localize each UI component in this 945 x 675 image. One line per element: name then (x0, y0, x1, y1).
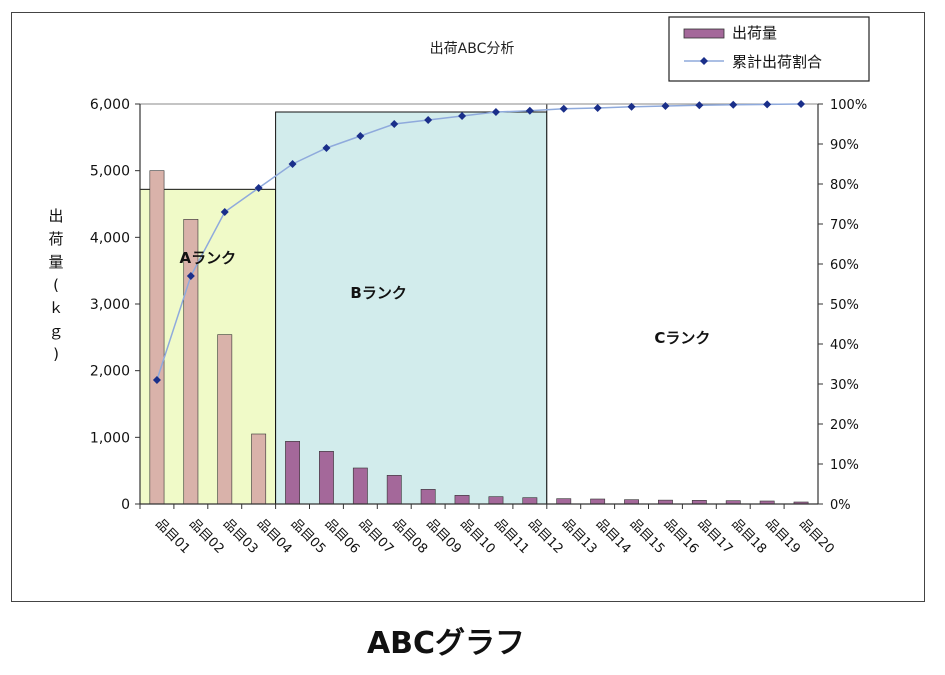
cumulative-point (288, 160, 297, 168)
y-tick-label: 4,000 (90, 230, 130, 246)
legend-line-label: 累計出荷割合 (732, 53, 822, 71)
x-tick-label: 品目04 (254, 516, 295, 557)
y2-tick-label: 100% (830, 98, 867, 113)
bar (149, 170, 165, 505)
cumulative-line-path (156, 103, 802, 381)
cumulative-point (797, 100, 806, 108)
cumulative-point (559, 104, 568, 113)
y2-tick-label: 20% (830, 418, 859, 433)
y-axis-label-char: ) (53, 345, 59, 363)
abc-chart: Aランク Bランク Cランク 0 1,000 2,000 3,000 4,000 5,000 6,… (48, 16, 870, 557)
x-tick-label: 品目05 (288, 516, 329, 557)
x-tick-label: 品目01 (152, 516, 193, 557)
cumulative-point (729, 100, 738, 109)
axes (135, 103, 823, 509)
y-tick-label: 6,000 (90, 97, 130, 113)
cumulative-point (627, 102, 636, 111)
x-tick-label: 品目09 (423, 516, 464, 557)
chart-frame: Aランク Bランク Cランク 0 1,000 2,000 3,000 4,000 5,000 6,… (11, 12, 925, 602)
chart-caption: ABCグラフ (366, 626, 526, 661)
bar (217, 334, 233, 505)
legend-line-marker (700, 57, 708, 65)
x-tick-label: 品目07 (356, 516, 397, 557)
cumulative-point (254, 184, 263, 192)
bar (352, 467, 368, 505)
x-tick-label: 品目13 (559, 516, 600, 557)
y2-tick-label: 80% (830, 178, 859, 193)
x-tick-label: 品目20 (796, 516, 837, 557)
x-tick-label: 品目19 (762, 516, 803, 557)
cumulative-point (322, 144, 331, 152)
cumulative-point (356, 132, 365, 140)
bar (251, 433, 267, 505)
x-tick-label: 品目15 (627, 516, 668, 557)
y2-tick-label: 0% (830, 498, 851, 513)
x-tick-label: 品目18 (728, 516, 769, 557)
cumulative-point (458, 112, 467, 120)
y2-tick-label: 30% (830, 378, 859, 393)
bar (319, 451, 334, 505)
bar (420, 489, 436, 505)
y-tick-label: 5,000 (90, 164, 130, 180)
bar (590, 498, 606, 505)
rank-region (275, 111, 548, 505)
y-axis-label-char: ｋ (48, 299, 63, 317)
y-axis-label-char: 荷 (48, 230, 63, 248)
cumulative-point (763, 100, 772, 109)
legend-box (668, 16, 870, 82)
cumulative-point (152, 376, 161, 384)
rank-regions (139, 103, 819, 505)
y2-tick-label: 40% (830, 338, 859, 353)
y-tick-label: 0 (121, 497, 130, 513)
bar (556, 498, 572, 505)
cumulative-point (186, 272, 195, 280)
cumulative-point (424, 116, 433, 124)
bars (149, 170, 809, 505)
x-tick-label: 品目02 (186, 516, 227, 557)
y-tick-label: 2,000 (90, 364, 130, 380)
legend: 出荷量 累計出荷割合 (668, 16, 870, 82)
bar (488, 496, 504, 505)
rank-label: Cランク (654, 329, 710, 347)
y-tick-label: 3,000 (90, 297, 130, 313)
bar (386, 475, 402, 505)
y2-tick-label: 70% (830, 218, 859, 233)
legend-bar-label: 出荷量 (732, 24, 777, 42)
y-axis-label-char: ( (53, 276, 59, 294)
legend-bar-swatch (683, 28, 725, 39)
cumulative-point (390, 120, 399, 128)
bar (285, 441, 300, 505)
y-axis-label-char: 出 (48, 207, 63, 225)
y-tick-label: 1,000 (90, 430, 130, 446)
y2-tick-label: 90% (830, 138, 859, 153)
cumulative-point (593, 104, 602, 112)
cumulative-point (491, 108, 500, 116)
y-axis-label-char: ｇ (48, 322, 63, 340)
bar (454, 495, 470, 505)
x-tick-label: 品目10 (457, 516, 498, 557)
x-tick-label: 品目16 (661, 516, 702, 557)
rank-label: Aランク (179, 249, 236, 267)
cumulative-point (695, 101, 704, 110)
cumulative-point (525, 106, 534, 115)
x-tick-label: 品目11 (491, 516, 532, 557)
cumulative-line (152, 100, 806, 384)
x-tick-label: 品目08 (389, 516, 430, 557)
rank-region (546, 103, 819, 505)
y2-tick-label: 10% (830, 458, 859, 473)
x-tick-label: 品目17 (695, 516, 736, 557)
x-tick-label: 品目06 (322, 516, 363, 557)
x-tick-label: 品目03 (220, 516, 261, 557)
bar (624, 499, 639, 505)
x-tick-label: 品目14 (593, 516, 634, 557)
y-axis-label-char: 量 (48, 253, 63, 271)
bar (522, 497, 538, 505)
cumulative-point (661, 102, 670, 110)
y2-tick-label: 60% (830, 258, 859, 273)
y2-tick-label: 50% (830, 298, 859, 313)
x-tick-label: 品目12 (525, 516, 566, 557)
chart-title: 出荷ABC分析 (430, 41, 515, 57)
rank-label: Bランク (350, 284, 406, 302)
cumulative-point (220, 208, 229, 216)
